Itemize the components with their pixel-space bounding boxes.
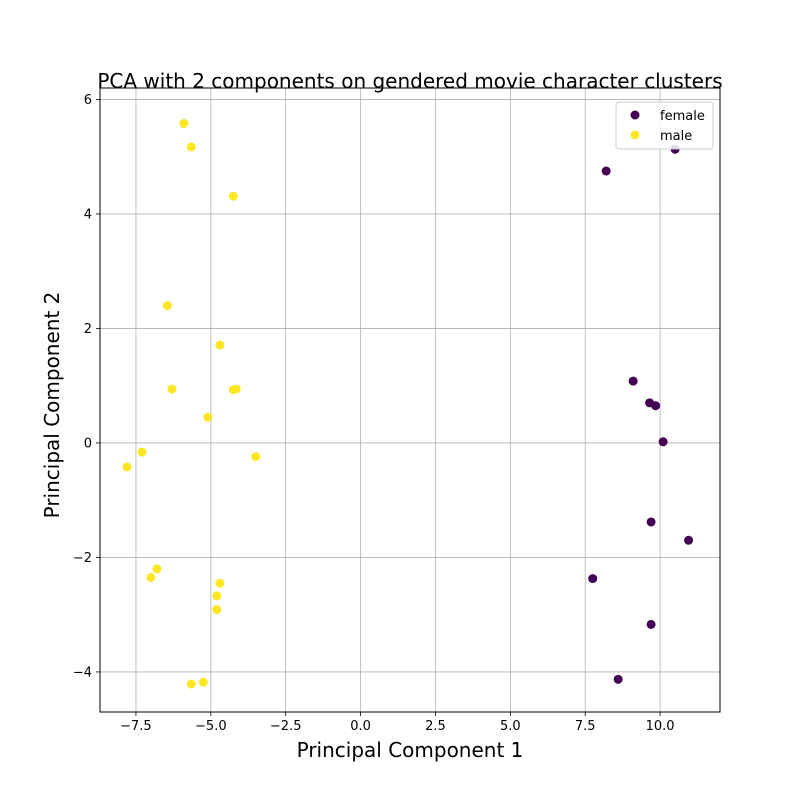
data-point-female xyxy=(613,674,623,684)
data-point-female xyxy=(684,535,694,545)
data-point-female xyxy=(588,574,598,584)
x-tick-label: 2.5 xyxy=(425,719,446,734)
legend: female male xyxy=(615,101,714,150)
data-point-male xyxy=(179,118,189,128)
data-point-male xyxy=(203,412,213,422)
y-tick-label: −4 xyxy=(73,665,92,680)
data-point-female xyxy=(658,437,668,447)
data-point-female xyxy=(646,619,656,629)
legend-marker-male xyxy=(630,130,640,140)
series-male xyxy=(122,118,261,689)
data-point-male xyxy=(251,452,261,462)
plot-frame xyxy=(99,87,721,713)
y-axis-ticks: −4 −2 0 2 4 6 xyxy=(73,93,100,680)
x-tick-label: 5.0 xyxy=(500,719,521,734)
y-tick-label: −2 xyxy=(73,551,92,566)
chart-title: PCA with 2 components on gendered movie … xyxy=(97,69,722,93)
legend-label-male: male xyxy=(660,129,692,144)
x-tick-label: 0.0 xyxy=(350,719,371,734)
data-points xyxy=(122,118,694,689)
x-tick-label: 7.5 xyxy=(575,719,596,734)
y-tick-label: 4 xyxy=(84,207,92,222)
x-tick-label: −7.5 xyxy=(120,719,152,734)
data-point-male xyxy=(186,142,196,152)
data-point-male xyxy=(212,591,222,601)
x-axis-ticks: −7.5 −5.0 −2.5 0.0 2.5 5.0 7.5 10.0 xyxy=(120,712,675,734)
y-axis-title: Principal Component 2 xyxy=(40,292,64,519)
x-tick-label: 10.0 xyxy=(646,719,675,734)
data-point-male xyxy=(146,572,156,582)
data-point-male xyxy=(198,677,208,687)
data-point-female xyxy=(628,376,638,386)
y-tick-label: 0 xyxy=(84,436,92,451)
x-axis-title: Principal Component 1 xyxy=(297,738,524,762)
y-tick-label: 6 xyxy=(84,93,92,108)
data-point-male xyxy=(212,605,222,615)
data-point-female xyxy=(601,166,611,176)
x-tick-label: −5.0 xyxy=(195,719,227,734)
legend-label-female: female xyxy=(660,109,705,124)
data-point-male xyxy=(215,578,225,588)
y-tick-label: 2 xyxy=(84,322,92,337)
data-point-male xyxy=(162,301,172,311)
series-female xyxy=(588,144,694,684)
data-point-female xyxy=(646,517,656,527)
x-tick-label: −2.5 xyxy=(270,719,302,734)
data-point-male xyxy=(167,384,177,394)
legend-frame xyxy=(615,101,714,150)
data-point-male xyxy=(152,564,162,574)
data-point-male xyxy=(228,191,238,201)
grid xyxy=(100,88,720,712)
legend-marker-female xyxy=(630,110,640,120)
data-point-female xyxy=(651,401,661,411)
data-point-male xyxy=(231,384,241,394)
data-point-male xyxy=(122,462,132,472)
data-point-male xyxy=(215,340,225,350)
data-point-male xyxy=(137,447,147,457)
data-point-male xyxy=(186,679,196,689)
